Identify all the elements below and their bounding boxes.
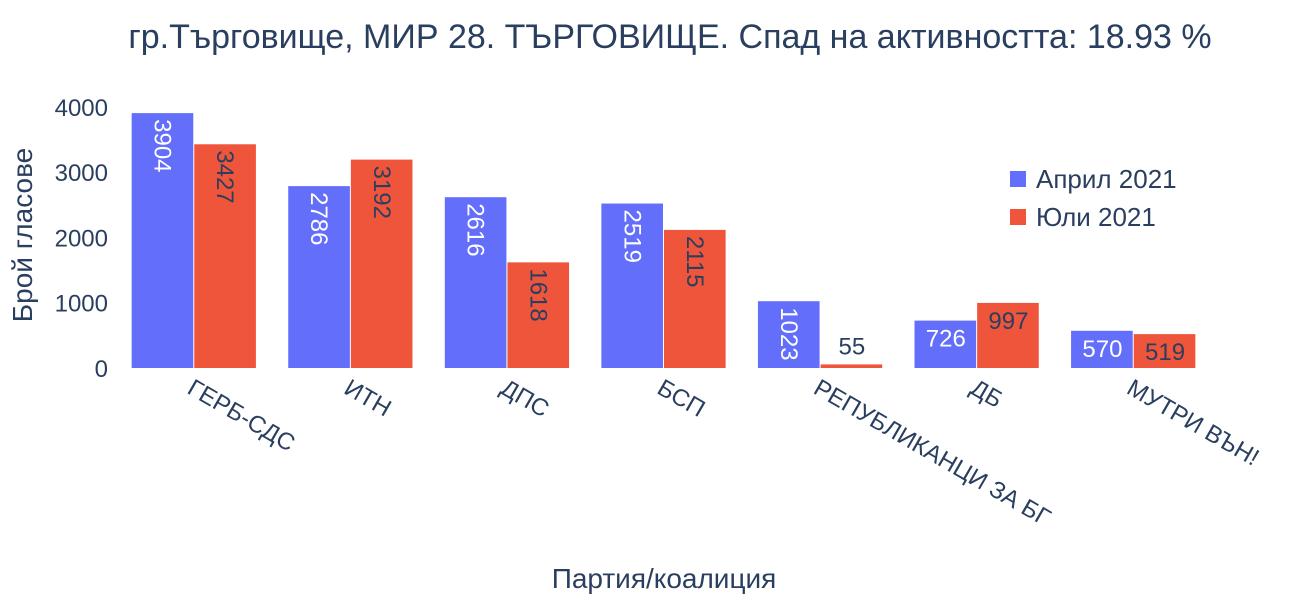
legend-swatch [1010,171,1026,187]
bar [820,364,883,368]
y-tick-label: 4000 [55,95,108,122]
legend-swatch [1010,209,1026,225]
data-label: 3427 [211,150,238,203]
y-tick-label: 2000 [55,225,108,252]
bar [977,302,1039,368]
bar [194,144,256,368]
data-label: 3192 [368,166,395,219]
bar [601,203,663,368]
data-label: 1023 [775,307,802,360]
data-label: 3904 [149,119,176,172]
x-tick-label: ДПС [496,374,554,423]
x-tick-label: РЕПУБЛИКАНЦИ ЗА БГ [809,374,1055,531]
x-tick-label: МУТРИ ВЪН! [1122,374,1263,471]
data-label: 2786 [305,192,332,245]
data-label: 519 [1145,339,1185,366]
data-label: 2616 [462,203,489,256]
bar [914,320,977,368]
data-label: 2519 [618,210,645,263]
data-label: 1618 [524,268,551,321]
bar [757,301,820,368]
data-label: 726 [926,326,966,353]
chart-title: гр.Търговище, МИР 28. ТЪРГОВИЩЕ. Спад на… [128,18,1211,56]
x-tick-label: ГЕРБ-СДС [183,374,300,457]
x-axis-title: Партия/коалиция [552,563,777,594]
y-tick-label: 1000 [55,291,108,318]
data-label: 997 [988,308,1028,335]
data-label: 55 [839,333,866,360]
x-tick-label: ДБ [966,374,1007,413]
bar [288,186,350,368]
bar [1071,330,1133,368]
bar [1133,334,1196,368]
bar [131,113,194,369]
y-axis: 0 1000 2000 3000 4000 [55,95,108,383]
legend-label: Април 2021 [1036,164,1177,194]
bar [350,159,413,368]
y-axis-title: Брой гласове [7,148,38,322]
y-tick-label: 0 [95,356,108,383]
bars: 3904 3427 2786 3192 2616 1618 2519 2115 1023 55 72… [131,113,1196,369]
data-label: 570 [1082,336,1122,363]
bar [664,229,726,368]
x-tick-label: БСП [653,374,710,422]
y-tick-label: 3000 [55,160,108,187]
data-label: 2115 [681,236,708,288]
bar [507,262,570,368]
x-tick-label: ИТН [339,374,395,422]
legend: Април 2021 Юли 2021 [1010,164,1177,232]
bar [444,197,507,368]
legend-label: Юли 2021 [1036,202,1156,232]
